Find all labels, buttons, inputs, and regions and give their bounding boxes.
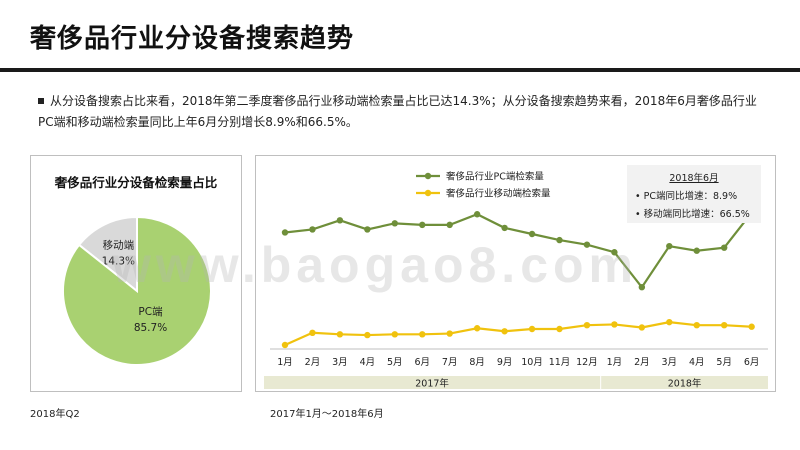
annotation-mobile-growth: 移动端同比增速：66.5%	[643, 209, 750, 220]
x-tick-label: 3月	[662, 357, 678, 368]
annotation-row: • 移动端同比增速：66.5%	[635, 209, 750, 220]
x-tick-label: 10月	[521, 357, 543, 368]
annotation-box: 2018年6月 • PC端同比增速：8.9% • 移动端同比增速：66.5%	[627, 165, 761, 223]
x-tick-label: 6月	[744, 357, 760, 368]
year-band	[264, 376, 601, 389]
pie-slice-value: 14.3%	[102, 255, 135, 267]
data-point	[419, 221, 426, 229]
data-point	[721, 322, 728, 329]
bullet-square-icon	[38, 97, 44, 104]
pie-slice	[62, 215, 212, 366]
year-label: 2017年	[415, 378, 449, 390]
legend-label: 奢侈品行业移动端检索量	[446, 188, 551, 200]
data-point	[528, 230, 536, 238]
legend-label: 奢侈品行业PC端检索量	[446, 171, 544, 183]
data-point	[583, 322, 591, 329]
data-point	[666, 242, 673, 250]
line-chart: 1月 2月 3月 4月 5月 6月 7月 8月 9月 10月 11月 12月 1月 2月 3月 4月 5月 6月 2…	[264, 171, 768, 390]
pie-slice-name: 移动端	[103, 238, 135, 251]
data-point	[391, 331, 398, 338]
data-point	[693, 247, 700, 254]
legend-marker	[424, 189, 432, 197]
data-point	[309, 329, 316, 336]
data-point	[501, 224, 508, 232]
pie-slice-name: PC端	[138, 305, 163, 318]
x-tick-label: 4月	[360, 357, 376, 368]
year-band	[601, 376, 768, 389]
x-tick-label: 3月	[332, 357, 348, 368]
x-tick-label: 12月	[576, 357, 598, 368]
summary-paragraph: 从分设备搜索占比来看，2018年第二季度奢侈品行业移动端检索量占比已达14.3%…	[38, 91, 758, 133]
x-tick-label: 2月	[305, 357, 321, 368]
data-point	[473, 325, 481, 332]
annotation-title: 2018年6月	[669, 173, 719, 184]
legend-marker	[424, 172, 432, 180]
title-divider	[0, 68, 800, 72]
data-point	[419, 331, 426, 338]
data-point	[391, 220, 398, 227]
line-chart-panel: 1月 2月 3月 4月 5月 6月 7月 8月 9月 10月 11月 12月 1月 2月 3月 4月 5月 6月 2…	[255, 155, 776, 392]
page-title: 奢侈品行业分设备搜索趋势	[30, 24, 355, 54]
data-point	[446, 221, 453, 229]
x-tick-label: 9月	[497, 357, 513, 368]
series-line	[284, 321, 752, 346]
data-point	[693, 322, 700, 329]
data-point	[473, 211, 481, 218]
data-point	[583, 241, 591, 248]
line-footnote: 2017年1月～2018年6月	[270, 409, 384, 420]
data-point	[336, 217, 344, 224]
year-label: 2018年	[668, 378, 702, 390]
pie-slice-value: 85.7%	[134, 322, 167, 334]
pie-chart: 移动端 14.3% PC端 85.7%	[62, 215, 212, 366]
x-tick-label: 2月	[634, 357, 650, 368]
pie-chart-title: 奢侈品行业分设备检索量占比	[54, 175, 218, 190]
pie-footnote: 2018年Q2	[30, 409, 80, 420]
data-point	[556, 236, 563, 244]
data-point	[281, 229, 289, 236]
data-point	[748, 323, 755, 330]
data-point	[364, 226, 371, 233]
data-point	[528, 325, 536, 333]
data-point	[611, 321, 618, 328]
summary-text: 从分设备搜索占比来看，2018年第二季度奢侈品行业移动端检索量占比已达14.3%…	[38, 94, 757, 129]
annotation-row: • PC端同比增速：8.9%	[635, 191, 738, 202]
data-point	[666, 318, 673, 326]
data-point	[638, 284, 646, 291]
x-tick-label: 7月	[442, 357, 458, 368]
data-point	[281, 341, 289, 349]
data-point	[309, 226, 316, 233]
data-point	[446, 330, 453, 337]
x-tick-label: 1月	[607, 357, 623, 368]
x-tick-label: 5月	[387, 357, 403, 368]
data-point	[501, 328, 508, 335]
pie-slice	[77, 215, 138, 294]
x-tick-label: 11月	[549, 357, 571, 368]
x-tick-label: 5月	[716, 357, 732, 368]
series-line	[284, 212, 753, 290]
data-point	[336, 331, 344, 338]
annotation-pc-growth: PC端同比增速：8.9%	[643, 191, 738, 202]
data-point	[611, 249, 618, 256]
data-point	[638, 324, 646, 331]
data-point	[364, 331, 371, 339]
x-tick-label: 8月	[469, 357, 485, 368]
x-tick-label: 6月	[414, 357, 430, 368]
data-point	[721, 244, 728, 251]
data-point	[556, 325, 563, 333]
pie-chart-panel: 奢侈品行业分设备检索量占比 移动端 14.3% PC端 85.7%	[30, 155, 242, 392]
x-tick-label: 4月	[689, 357, 705, 368]
x-tick-label: 1月	[277, 357, 293, 368]
